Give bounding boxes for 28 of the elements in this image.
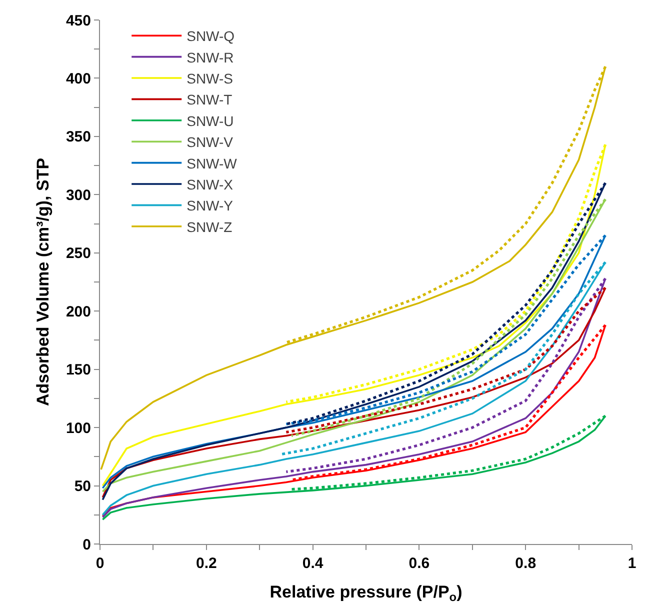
legend-label: SNW-W [186, 155, 238, 172]
legend-label: SNW-Q [186, 28, 235, 44]
y-tick-label: 450 [66, 12, 91, 30]
legend-label: SNW-S [186, 70, 234, 86]
x-tick-label: 0.8 [515, 555, 536, 572]
y-tick-label: 150 [66, 362, 91, 379]
x-tick-label: 0.2 [196, 555, 217, 572]
x-axis-title: Relative pressure (P/P$_{o}$) [270, 582, 462, 604]
legend-label: SNW-Z [186, 218, 233, 235]
x-tick-label: 0.4 [302, 555, 324, 572]
y-tick-label: 300 [66, 186, 91, 204]
legend-label: SNW-T [186, 92, 233, 108]
y-tick-label: 200 [66, 303, 91, 320]
y-tick-label: 350 [66, 128, 91, 146]
legend-label: SNW-R [186, 49, 234, 66]
y-tick-label: 50 [74, 478, 91, 496]
legend-label: SNW-X [186, 176, 234, 192]
y-tick-label: 250 [66, 245, 91, 262]
legend-label: SNW-V [186, 134, 234, 150]
y-tick-label: 100 [66, 420, 91, 437]
legend-label: SNW-U [186, 112, 234, 129]
legend-label: SNW-Y [186, 198, 234, 214]
y-tick-label: 400 [66, 70, 91, 88]
y-axis-title: Adsorbed Volume (cm³/g), STP [34, 158, 53, 406]
x-tick-label: 1 [628, 555, 636, 572]
y-tick-label: 0 [82, 536, 91, 554]
x-tick-label: 0 [96, 555, 104, 572]
x-tick-label: 0.6 [408, 555, 430, 572]
